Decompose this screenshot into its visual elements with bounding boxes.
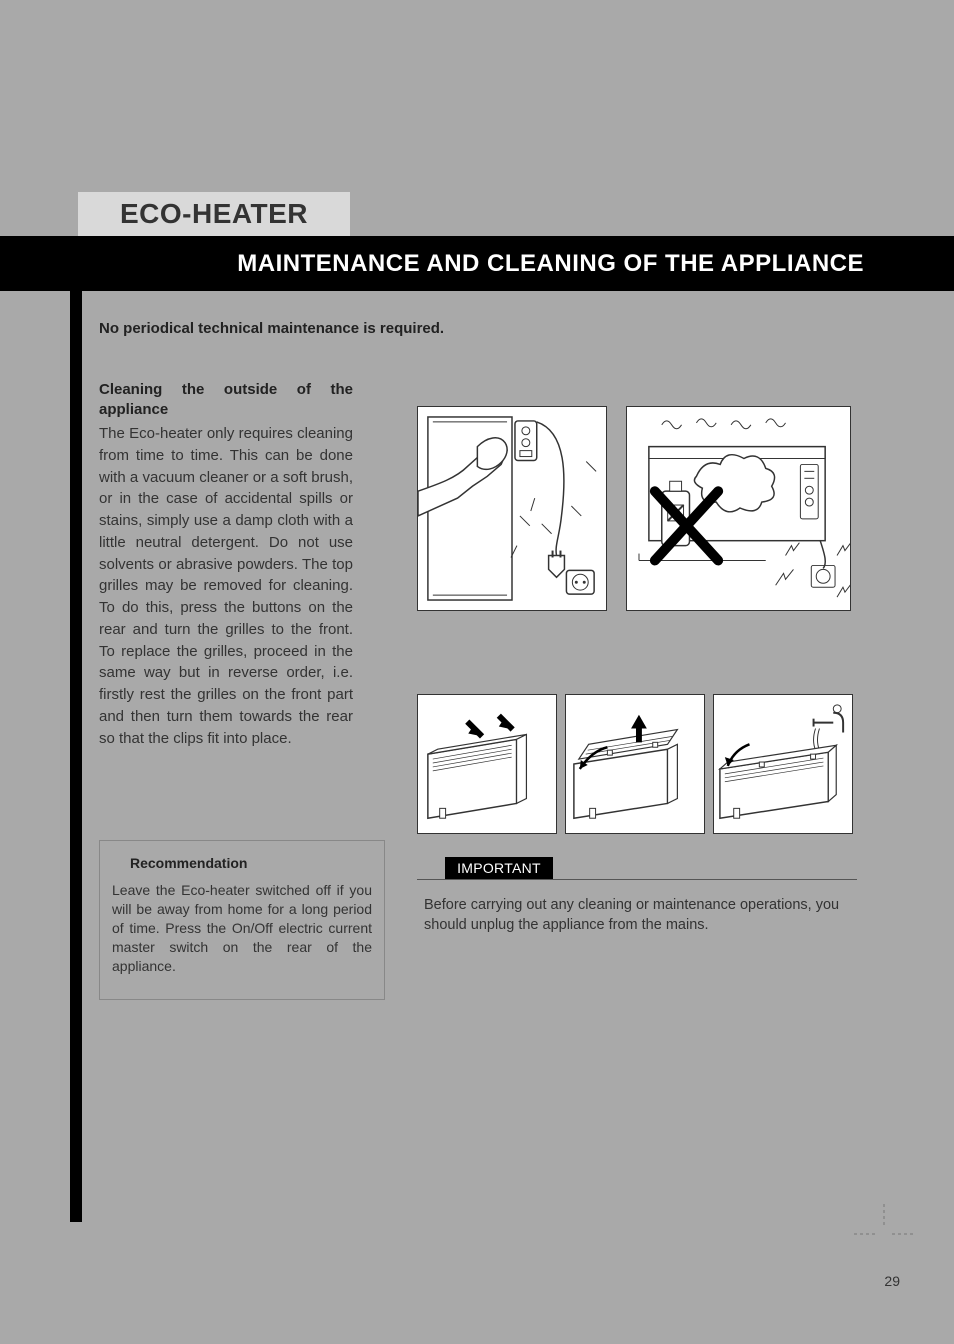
important-body: Before carrying out any cleaning or main… <box>424 895 850 936</box>
section-band: MAINTENANCE AND CLEANING OF THE APPLIANC… <box>0 236 954 291</box>
illustration-grille-lift <box>565 694 705 834</box>
recommendation-body: Leave the Eco-heater switched off if you… <box>112 881 372 975</box>
important-label: IMPORTANT <box>445 857 553 879</box>
cleaning-body: The Eco-heater only requires cleaning fr… <box>99 423 353 749</box>
illustration-grille-press <box>417 694 557 834</box>
product-title: ECO-HEATER <box>120 198 308 230</box>
cleaning-heading: Cleaning the outside of the appliance <box>99 380 353 421</box>
page: ECO-HEATER MAINTENANCE AND CLEANING OF T… <box>0 0 954 1344</box>
crop-marks-icon <box>854 1204 914 1264</box>
product-title-box: ECO-HEATER <box>78 192 350 236</box>
page-number: 29 <box>884 1273 900 1289</box>
illustration-grille-replace <box>713 694 853 834</box>
intro-line: No periodical technical maintenance is r… <box>99 320 444 337</box>
important-rule <box>417 879 857 880</box>
section-heading: MAINTENANCE AND CLEANING OF THE APPLIANC… <box>237 250 864 278</box>
vertical-divider <box>70 236 82 1222</box>
recommendation-title: Recommendation <box>112 855 372 871</box>
illustration-unplug-before-clean <box>417 406 607 611</box>
illustration-do-not-spray <box>626 406 851 611</box>
recommendation-box: Recommendation Leave the Eco-heater swit… <box>99 840 385 1000</box>
